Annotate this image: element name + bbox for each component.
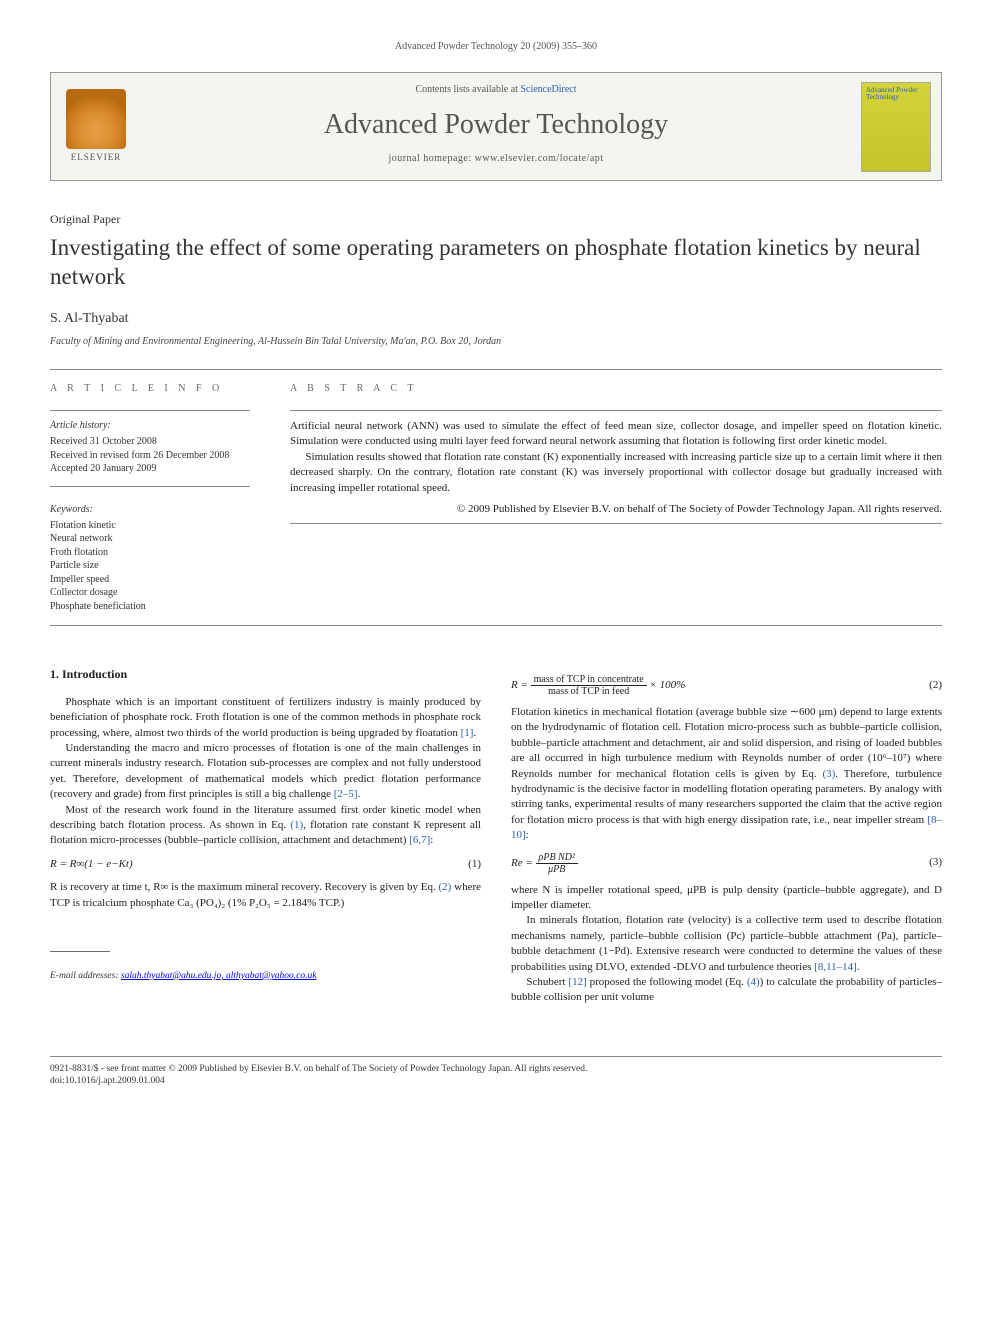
publisher-label: ELSEVIER: [71, 151, 122, 164]
homepage-prefix: journal homepage:: [388, 153, 474, 164]
abstract-label: A B S T R A C T: [290, 382, 942, 396]
divider: [290, 523, 942, 524]
body-text: Phosphate which is an important constitu…: [50, 695, 481, 849]
equation-body: R = R∞(1 − e−Kt): [50, 857, 133, 872]
paragraph: R is recovery at time t, R∞ is the maxim…: [50, 880, 481, 911]
citation-link[interactable]: [12]: [568, 976, 586, 988]
history-item: Accepted 20 January 2009: [50, 462, 250, 476]
body-text: where N is impeller rotational speed, μP…: [511, 883, 942, 1006]
body-text: Flotation kinetics in mechanical flotati…: [511, 705, 942, 844]
paragraph: Flotation kinetics in mechanical flotati…: [511, 705, 942, 844]
email-footnote: E-mail addresses: salah.thyabat@ahu.edu.…: [50, 970, 481, 983]
keyword: Impeller speed: [50, 573, 250, 587]
running-header: Advanced Powder Technology 20 (2009) 355…: [50, 40, 942, 54]
homepage-line: journal homepage: www.elsevier.com/locat…: [141, 152, 851, 166]
article-info-column: A R T I C L E I N F O Article history: R…: [50, 370, 270, 625]
citation-link[interactable]: [1]: [461, 727, 474, 739]
paper-type: Original Paper: [50, 211, 942, 228]
equation-body: Re = ρPB ND²μPB: [511, 852, 578, 875]
keyword: Froth flotation: [50, 546, 250, 560]
equation-row: R = R∞(1 − e−Kt) (1): [50, 857, 481, 872]
history-item: Received 31 October 2008: [50, 435, 250, 449]
cover-block: Advanced Powder Technology: [851, 73, 941, 180]
paragraph: Phosphate which is an important constitu…: [50, 695, 481, 741]
left-column: 1. Introduction Phosphate which is an im…: [50, 666, 481, 1006]
abstract-paragraph: Artificial neural network (ANN) was used…: [290, 419, 942, 450]
citation-link[interactable]: [8,11–14]: [814, 961, 857, 973]
keyword: Particle size: [50, 559, 250, 573]
publisher-block: ELSEVIER: [51, 73, 141, 180]
equation-body: R = mass of TCP in concentratemass of TC…: [511, 674, 685, 697]
divider: [50, 486, 250, 487]
author-affiliation: Faculty of Mining and Environmental Engi…: [50, 335, 942, 349]
author-name: S. Al-Thyabat: [50, 309, 942, 329]
abstract-paragraph: Simulation results showed that flotation…: [290, 450, 942, 496]
contents-line: Contents lists available at ScienceDirec…: [141, 83, 851, 97]
keywords-heading: Keywords:: [50, 503, 250, 517]
keyword: Neural network: [50, 532, 250, 546]
equation-ref-link[interactable]: (1): [290, 819, 303, 831]
footer-copyright: 0921-8831/$ - see front matter © 2009 Pu…: [50, 1063, 942, 1075]
info-abstract-row: A R T I C L E I N F O Article history: R…: [50, 370, 942, 625]
citation-link[interactable]: [6,7]: [409, 834, 430, 846]
equation-ref-link[interactable]: (4): [747, 976, 760, 988]
divider: [50, 625, 942, 626]
paragraph: Most of the research work found in the l…: [50, 803, 481, 849]
paragraph: Understanding the macro and micro proces…: [50, 741, 481, 803]
banner-journal-title: Advanced Powder Technology: [141, 105, 851, 144]
paper-title: Investigating the effect of some operati…: [50, 234, 942, 292]
email-label: E-mail addresses:: [50, 971, 121, 981]
journal-banner: ELSEVIER Contents lists available at Sci…: [50, 72, 942, 181]
equation-row: Re = ρPB ND²μPB (3): [511, 852, 942, 875]
equation-number: (2): [929, 678, 942, 693]
keyword: Flotation kinetic: [50, 519, 250, 533]
abstract-copyright: © 2009 Published by Elsevier B.V. on beh…: [290, 502, 942, 517]
section-heading: 1. Introduction: [50, 666, 481, 683]
journal-cover-thumb: Advanced Powder Technology: [861, 82, 931, 172]
paragraph: In minerals flotation, flotation rate (v…: [511, 913, 942, 975]
footnote-rule: [50, 951, 110, 952]
paragraph: Schubert [12] proposed the following mod…: [511, 975, 942, 1006]
equation-number: (1): [468, 857, 481, 872]
footer-rule: [50, 1056, 942, 1057]
email-link[interactable]: salah.thyabat@ahu.edu.jo, althyabat@yaho…: [121, 971, 317, 981]
history-item: Received in revised form 26 December 200…: [50, 449, 250, 463]
homepage-url: www.elsevier.com/locate/apt: [475, 153, 604, 164]
equation-ref-link[interactable]: (3): [822, 768, 835, 780]
contents-prefix: Contents lists available at: [415, 84, 520, 95]
right-column: R = mass of TCP in concentratemass of TC…: [511, 666, 942, 1006]
equation-ref-link[interactable]: (2): [439, 881, 452, 893]
history-heading: Article history:: [50, 419, 250, 433]
paragraph: where N is impeller rotational speed, μP…: [511, 883, 942, 914]
body-two-column: 1. Introduction Phosphate which is an im…: [50, 666, 942, 1006]
sciencedirect-link[interactable]: ScienceDirect: [520, 84, 576, 95]
article-info-label: A R T I C L E I N F O: [50, 382, 250, 396]
equation-row: R = mass of TCP in concentratemass of TC…: [511, 674, 942, 697]
keyword: Collector dosage: [50, 586, 250, 600]
banner-center: Contents lists available at ScienceDirec…: [141, 73, 851, 180]
footer-doi: doi:10.1016/j.apt.2009.01.004: [50, 1075, 942, 1087]
elsevier-tree-icon: [66, 89, 126, 149]
citation-link[interactable]: [2–5]: [334, 788, 358, 800]
body-text: R is recovery at time t, R∞ is the maxim…: [50, 880, 481, 911]
equation-number: (3): [929, 855, 942, 870]
abstract-text: Artificial neural network (ANN) was used…: [290, 419, 942, 496]
keyword: Phosphate beneficiation: [50, 600, 250, 614]
abstract-column: A B S T R A C T Artificial neural networ…: [270, 370, 942, 625]
